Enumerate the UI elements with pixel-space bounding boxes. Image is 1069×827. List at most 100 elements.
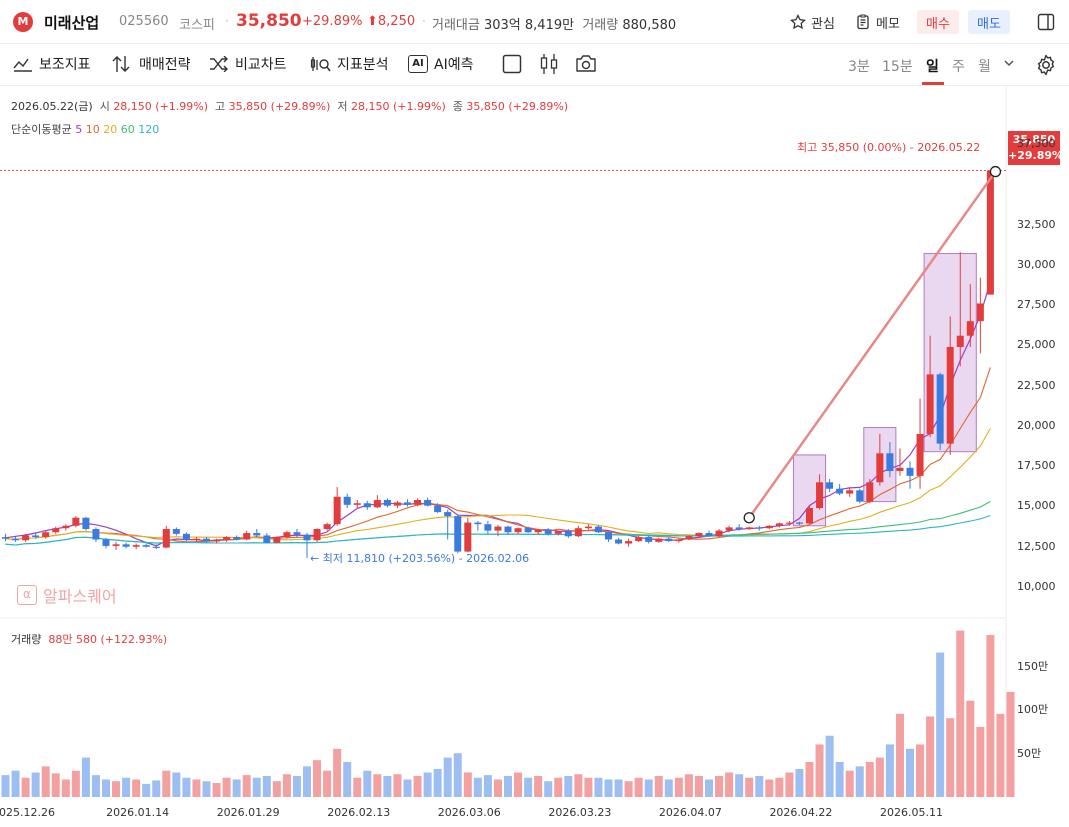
- volume-bar: [81, 757, 90, 797]
- candle-body: [72, 517, 80, 526]
- candle-body: [896, 467, 904, 472]
- stock-logo-icon: M: [13, 12, 33, 32]
- compare-chart-button[interactable]: 비교차트: [209, 54, 287, 74]
- x-axis-tick-label: 2026.01.14: [106, 806, 170, 819]
- alphasquare-logo-icon: α: [17, 585, 37, 605]
- volume-bar: [604, 779, 613, 797]
- volume-bar: [654, 775, 663, 797]
- candle-body: [966, 321, 974, 336]
- ai-predict-button[interactable]: AI AI예측: [408, 54, 473, 74]
- period-month[interactable]: 월: [978, 59, 991, 75]
- shuffle-icon: [210, 56, 228, 72]
- fullscreen-box-button[interactable]: [502, 54, 522, 74]
- trend-start-handle: [743, 512, 755, 524]
- pattern-box: [792, 454, 827, 527]
- x-axis-tick-label: 2026.04.07: [658, 806, 722, 819]
- volume-bar: [755, 775, 764, 797]
- candle-body: [92, 529, 100, 540]
- candle-body: [775, 523, 783, 526]
- screenshot-button[interactable]: [575, 54, 597, 74]
- candle-body: [2, 537, 9, 539]
- buy-sell-arrows-icon: [112, 56, 130, 72]
- candle-body: [12, 538, 20, 541]
- chart-type-button[interactable]: [539, 53, 559, 75]
- memo-button[interactable]: 메모: [855, 10, 900, 34]
- settings-button[interactable]: [1035, 54, 1057, 76]
- volume-bar: [775, 777, 784, 797]
- candle-body: [404, 502, 411, 505]
- y-axis-tick-label: 37,500: [1017, 137, 1056, 150]
- active-period-underline: [922, 82, 944, 85]
- y-axis-tick-label: 10,000: [1017, 580, 1056, 593]
- ai-chip-icon: AI: [408, 55, 428, 73]
- open-value: 28,150 (+1.99%): [113, 100, 209, 113]
- candle-body: [524, 528, 532, 533]
- volume-bar: [122, 777, 131, 797]
- period-week[interactable]: 주: [952, 59, 965, 75]
- volume-bar: [835, 761, 844, 797]
- candle-body: [986, 170, 994, 295]
- trade-value: 거래대금 303억 8,419만 거래량 880,580: [432, 18, 677, 33]
- volume-bar: [594, 777, 603, 797]
- volume-bar: [966, 700, 975, 797]
- candle-body: [132, 545, 140, 547]
- volume-bar: [41, 766, 50, 797]
- volume-bar: [443, 757, 452, 797]
- market-label: 코스피: [179, 18, 215, 33]
- candle-body: [856, 490, 864, 502]
- volume-bar: [1, 775, 10, 797]
- current-price: 35,850: [236, 11, 302, 31]
- volume-bar: [795, 768, 804, 797]
- period-dropdown[interactable]: [1003, 57, 1015, 69]
- strategy-button[interactable]: 매매전략: [111, 54, 191, 74]
- volume-bar: [644, 779, 653, 797]
- volume-value: 88만 580 (+122.93%): [48, 633, 168, 646]
- candle-body: [584, 526, 592, 529]
- candle-body: [373, 500, 381, 508]
- candle-body: [876, 453, 884, 483]
- candle-body: [735, 527, 743, 530]
- volume-bar: [403, 779, 412, 797]
- candle-body: [615, 539, 623, 544]
- period-15min[interactable]: 15분: [882, 59, 913, 75]
- volume-bar: [282, 774, 291, 797]
- panel-toggle-button[interactable]: [1037, 10, 1055, 34]
- memo-icon: [857, 14, 869, 30]
- candle-body: [846, 490, 854, 494]
- candle-body: [816, 482, 824, 509]
- volume-bar: [1006, 691, 1015, 797]
- volume-bar: [504, 775, 512, 797]
- volume-bar: [885, 744, 894, 797]
- candle-body: [303, 534, 311, 541]
- period-3min[interactable]: 3분: [848, 59, 870, 75]
- candle-body: [414, 500, 422, 505]
- volume-bar: [735, 774, 744, 797]
- candle-body: [695, 533, 703, 537]
- buy-button[interactable]: 매수: [917, 10, 959, 34]
- volume-bar: [112, 781, 121, 797]
- volume-bar: [584, 777, 593, 797]
- candle-body: [223, 537, 231, 541]
- ma-legend: 단순이동평균 5 10 20 60 120: [11, 123, 160, 136]
- volume-bar: [393, 774, 402, 797]
- watch-button[interactable]: 관심: [790, 10, 835, 34]
- volume-bar: [473, 777, 482, 797]
- sell-button[interactable]: 매도: [968, 10, 1010, 34]
- indicators-button[interactable]: 보조지표: [13, 54, 91, 74]
- star-icon: [790, 14, 806, 30]
- volume-bar: [323, 770, 332, 797]
- volume-bar: [453, 753, 462, 797]
- period-day[interactable]: 일: [926, 59, 939, 75]
- sidebar-layout-icon: [1037, 13, 1055, 31]
- candle-body: [112, 544, 120, 546]
- candle-body: [645, 537, 653, 542]
- indicator-analysis-button[interactable]: 지표분석: [309, 54, 389, 74]
- volume-bar: [262, 775, 271, 797]
- volume-bar: [292, 775, 301, 797]
- low-value: 28,150 (+1.99%): [351, 100, 446, 113]
- candle-body: [142, 545, 150, 547]
- volume-bar: [524, 777, 533, 797]
- close-value: 35,850 (+29.89%): [466, 100, 569, 113]
- volume-bar: [493, 779, 502, 797]
